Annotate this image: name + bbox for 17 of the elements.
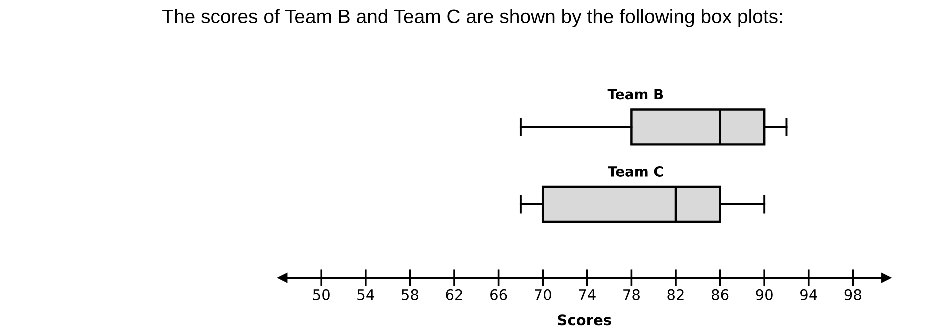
x-tick-label: 50 bbox=[313, 289, 330, 300]
y-tick-label: Team C bbox=[608, 166, 664, 177]
x-tick-label: 86 bbox=[712, 289, 729, 300]
y-tick-label: Team B bbox=[608, 89, 664, 100]
x-tick-label: 54 bbox=[358, 290, 374, 300]
x-tick-label: 66 bbox=[490, 289, 508, 300]
x-axis-title: Scores bbox=[558, 314, 612, 326]
x-tick-label: 90 bbox=[756, 289, 773, 300]
x-tick-label: 98 bbox=[844, 289, 862, 300]
x-tick-label: 94 bbox=[800, 289, 818, 300]
x-tick-label: 62 bbox=[446, 289, 462, 300]
x-tick-label: 82 bbox=[668, 289, 684, 300]
x-tick-label: 70 bbox=[535, 289, 552, 300]
chart-title: The scores of Team B and Team C are shown by the following box plots: bbox=[162, 9, 782, 28]
x-tick-label: 58 bbox=[402, 289, 418, 300]
x-tick-label: 74 bbox=[579, 290, 596, 300]
x-tick-label: 78 bbox=[624, 289, 640, 300]
